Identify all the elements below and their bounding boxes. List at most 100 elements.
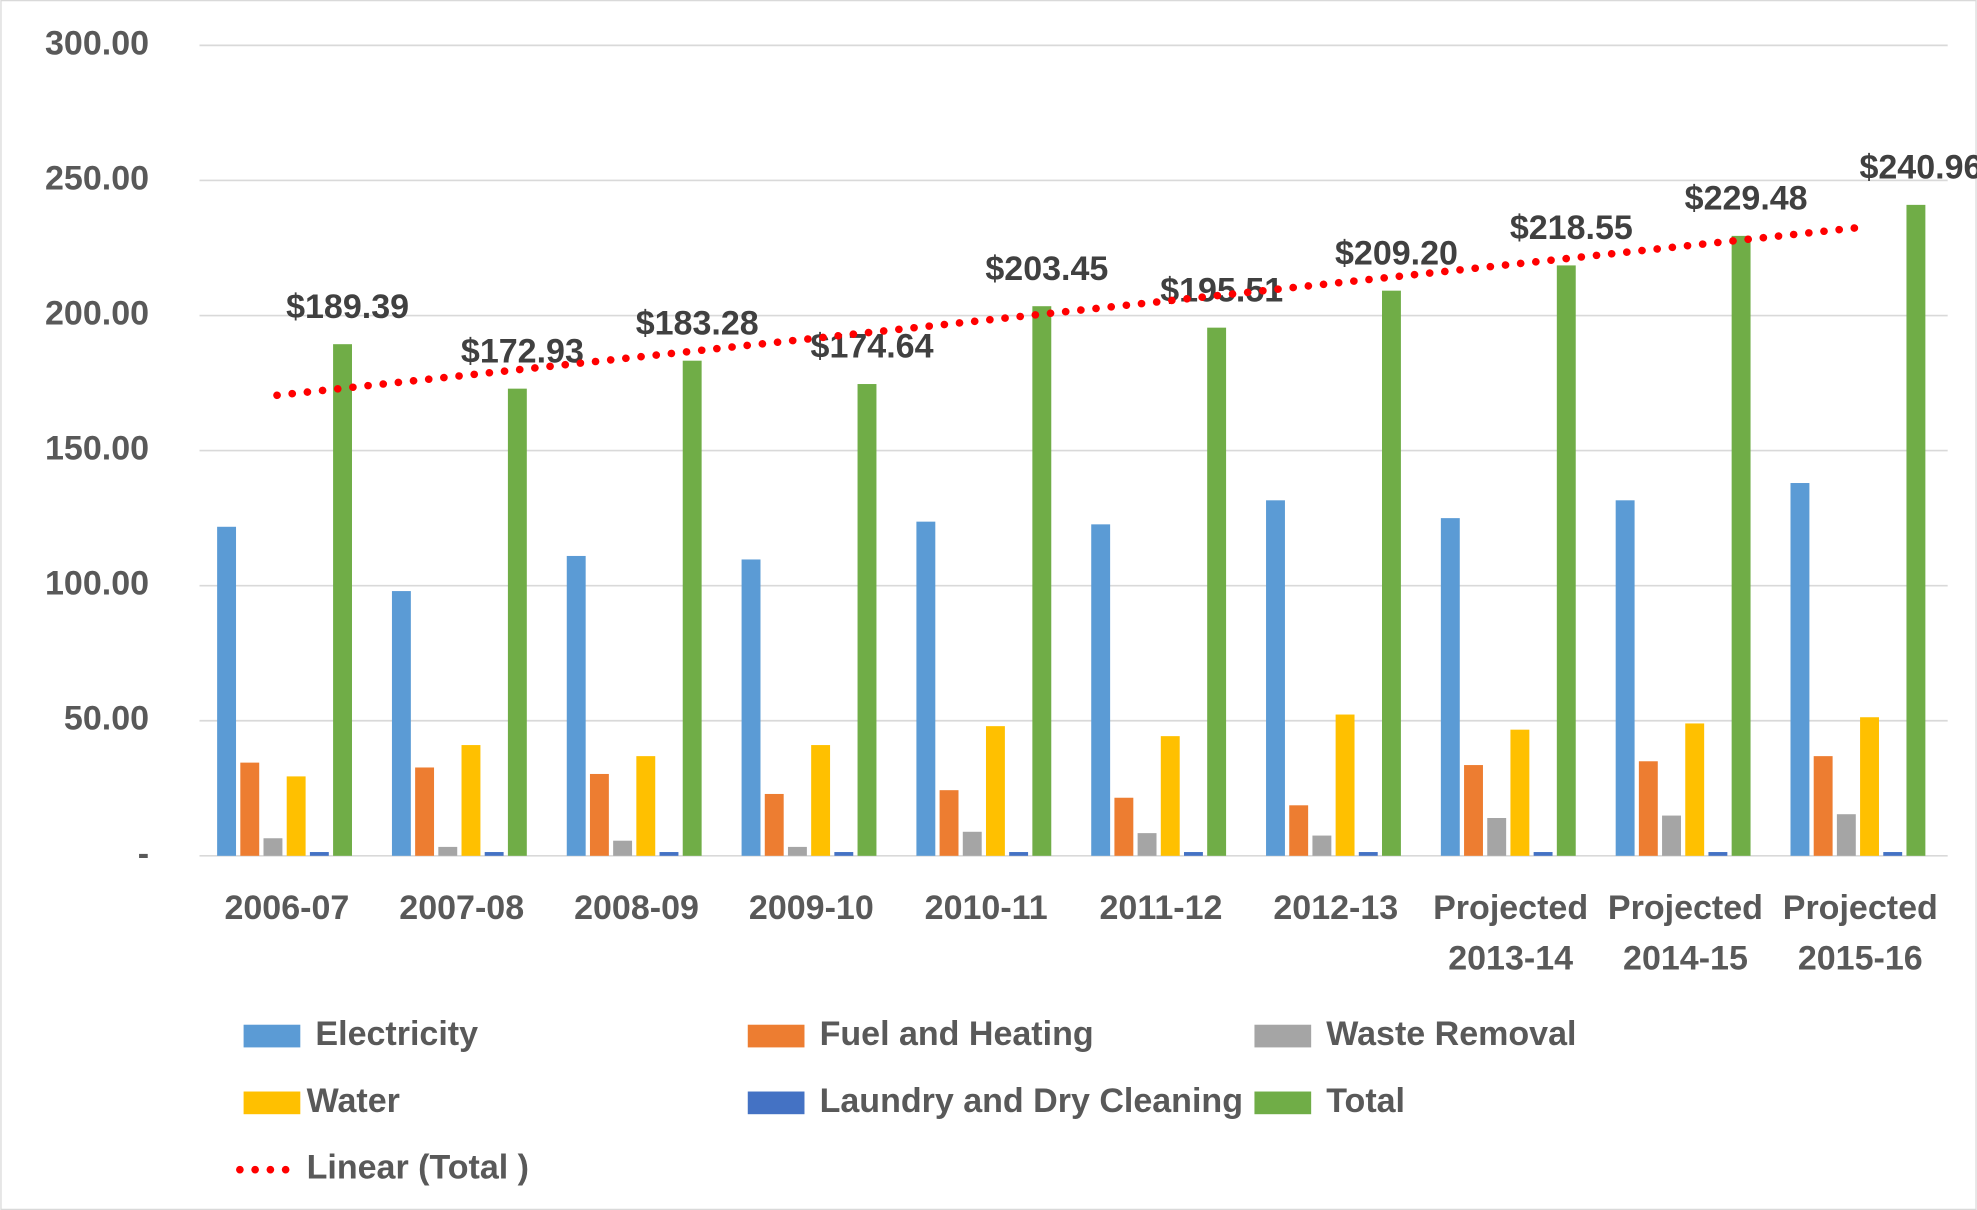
y-tick-label: 150.00 [45, 430, 149, 468]
data-label: $218.55 [1510, 209, 1633, 247]
bar [484, 852, 504, 856]
bar [217, 526, 237, 856]
bar [834, 852, 854, 856]
bar [1009, 852, 1029, 856]
x-tick-label: 2007-08 [399, 889, 524, 927]
x-tick-label: 2011-12 [1100, 889, 1223, 927]
bar [962, 831, 982, 856]
bar [1638, 761, 1658, 856]
bar [1091, 524, 1111, 856]
legend-label: Water [307, 1082, 400, 1120]
bar [1860, 717, 1879, 856]
bar [566, 555, 586, 856]
legend-label: Laundry and Dry Cleaning [820, 1082, 1243, 1120]
bar [461, 745, 481, 856]
bar [659, 852, 679, 856]
x-tick-label: 2009-10 [749, 889, 874, 927]
bar [1266, 500, 1285, 856]
bar [1813, 756, 1833, 856]
data-label: $209.20 [1335, 234, 1458, 272]
x-tick-label: 2012-13 [1273, 889, 1398, 927]
bar [589, 773, 609, 856]
bar [1708, 852, 1728, 856]
y-tick-label: 100.00 [45, 565, 149, 603]
legend-swatch [243, 1091, 301, 1115]
bar [916, 521, 936, 856]
bar [787, 846, 807, 856]
y-tick-label: 50.00 [64, 700, 149, 738]
bar [1440, 518, 1460, 856]
bar [438, 846, 458, 856]
bar [263, 838, 283, 856]
data-label: $174.64 [811, 328, 934, 366]
bar [939, 790, 959, 856]
bar [1335, 714, 1355, 856]
bar [507, 388, 527, 856]
y-tick-label: 300.00 [45, 24, 149, 62]
bar [1533, 852, 1553, 856]
bar [741, 559, 761, 856]
y-tick-label: 200.00 [45, 295, 149, 333]
bar [985, 726, 1005, 856]
x-tick-label: Projected 2015-16 [1783, 889, 1938, 977]
bar [1556, 265, 1576, 856]
bar [1114, 797, 1134, 856]
bar [415, 767, 435, 856]
data-label: $183.28 [636, 304, 759, 342]
legend-swatch [747, 1024, 805, 1048]
bar [1137, 833, 1157, 856]
bar [1160, 736, 1180, 856]
bar [333, 344, 352, 856]
bar [1906, 204, 1926, 856]
legend-label: Linear (Total ) [307, 1149, 529, 1187]
bar [682, 360, 702, 856]
legend-label: Fuel and Heating [820, 1015, 1094, 1053]
legend-label: Electricity [315, 1015, 478, 1053]
legend-label: Total [1326, 1082, 1405, 1120]
x-tick-label: Projected 2013-14 [1433, 889, 1588, 977]
bar [1883, 852, 1903, 856]
bar [1207, 327, 1227, 856]
bar [1790, 483, 1810, 856]
x-tick-label: 2006-07 [224, 889, 349, 927]
bar [1662, 815, 1681, 856]
data-label: $189.39 [286, 288, 409, 326]
bar [1183, 852, 1203, 856]
bar [764, 793, 784, 856]
bar [309, 852, 329, 856]
bar [1382, 290, 1401, 856]
bar [1032, 306, 1052, 856]
bar [391, 591, 411, 856]
bar [1487, 818, 1507, 856]
bar [240, 762, 260, 856]
y-tick-label: - [138, 835, 149, 873]
bar [636, 756, 656, 856]
bar [1312, 835, 1332, 856]
bar [857, 384, 877, 856]
bar [613, 840, 633, 856]
legend-swatch [1254, 1091, 1312, 1115]
bar [1289, 805, 1309, 856]
bar [1464, 765, 1483, 856]
bar [1358, 852, 1378, 856]
bar [1685, 723, 1705, 856]
legend-label: Waste Removal [1326, 1015, 1576, 1053]
bar [1731, 235, 1751, 856]
data-label: $203.45 [985, 250, 1108, 288]
x-tick-label: 2010-11 [925, 889, 1048, 927]
x-tick-label: Projected 2014-15 [1608, 889, 1763, 977]
legend-swatch [243, 1024, 301, 1048]
legend-swatch [1254, 1024, 1312, 1048]
bar [811, 745, 831, 856]
bar [1510, 729, 1530, 856]
bar [1615, 500, 1635, 856]
bar [286, 776, 306, 856]
y-tick-label: 250.00 [45, 159, 149, 197]
x-tick-label: 2008-09 [574, 889, 699, 927]
data-label: $229.48 [1685, 180, 1808, 218]
data-label: $240.96 [1859, 149, 1977, 187]
bar [1836, 814, 1856, 856]
legend-swatch [747, 1091, 805, 1115]
